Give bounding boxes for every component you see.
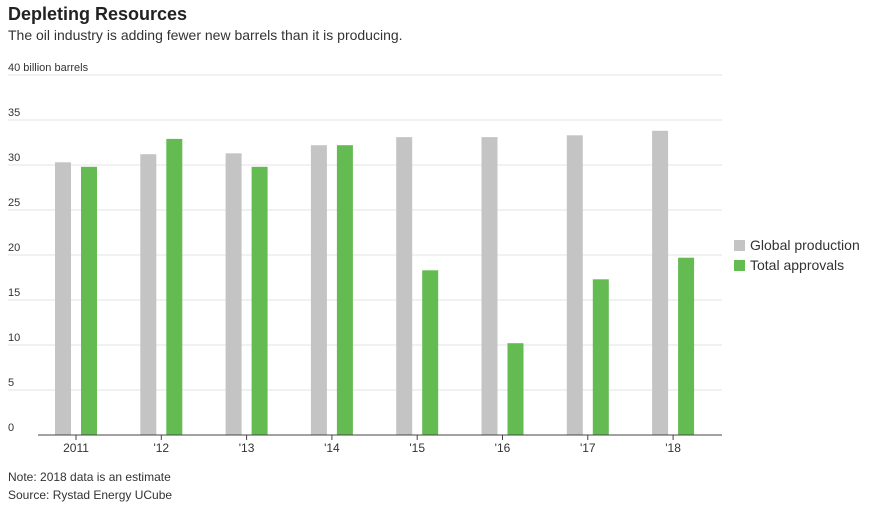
bar-global-production	[55, 162, 71, 436]
bar-total-approvals	[507, 343, 524, 435]
bar-total-approvals	[422, 270, 439, 435]
y-unit-label: 40 billion barrels	[8, 62, 89, 74]
legend-label-total-approvals: Total approvals	[750, 257, 845, 273]
x-tick-label: '18	[665, 441, 681, 455]
legend-item-global-production: Global production	[734, 235, 860, 255]
bar-total-approvals	[678, 257, 695, 435]
chart-source: Source: Rystad Energy UCube	[8, 488, 173, 502]
y-tick-label: 20	[8, 242, 20, 254]
y-tick-label: 0	[8, 422, 14, 434]
chart-subtitle: The oil industry is adding fewer new bar…	[8, 27, 403, 43]
legend-swatch-global-production	[734, 239, 745, 251]
chart-title: Depleting Resources	[8, 4, 188, 24]
x-tick-label: '17	[580, 441, 596, 455]
x-tick-label: '16	[495, 441, 511, 455]
x-tick-label: '14	[324, 441, 340, 455]
legend-label-global-production: Global production	[750, 237, 860, 253]
y-tick-label: 35	[8, 107, 20, 119]
y-tick-label: 5	[8, 377, 14, 389]
legend-swatch-total-approvals	[734, 259, 745, 271]
bar-total-approvals	[166, 138, 183, 435]
y-tick-label: 10	[8, 332, 20, 344]
x-tick-label: '12	[153, 441, 169, 455]
y-tick-label: 30	[8, 152, 20, 164]
bar-global-production	[481, 137, 498, 435]
legend: Global production Total approvals	[734, 235, 860, 275]
bar-global-production	[310, 145, 327, 435]
bar-total-approvals	[81, 166, 97, 436]
bar-global-production	[652, 130, 669, 436]
legend-item-total-approvals: Total approvals	[734, 255, 860, 275]
x-tick-label: '13	[239, 441, 255, 455]
bar-global-production	[140, 154, 157, 435]
bar-total-approvals	[251, 166, 268, 436]
x-tick-label: '15	[409, 441, 425, 455]
bar-global-production	[225, 153, 242, 436]
x-tick-label: 2011	[63, 441, 89, 455]
bar-global-production	[396, 137, 413, 435]
bar-total-approvals	[592, 279, 609, 435]
bar-total-approvals	[336, 145, 353, 435]
y-tick-label: 25	[8, 197, 20, 209]
bar-global-production	[566, 135, 583, 436]
chart-note: Note: 2018 data is an estimate	[8, 470, 171, 484]
y-tick-label: 15	[8, 287, 20, 299]
